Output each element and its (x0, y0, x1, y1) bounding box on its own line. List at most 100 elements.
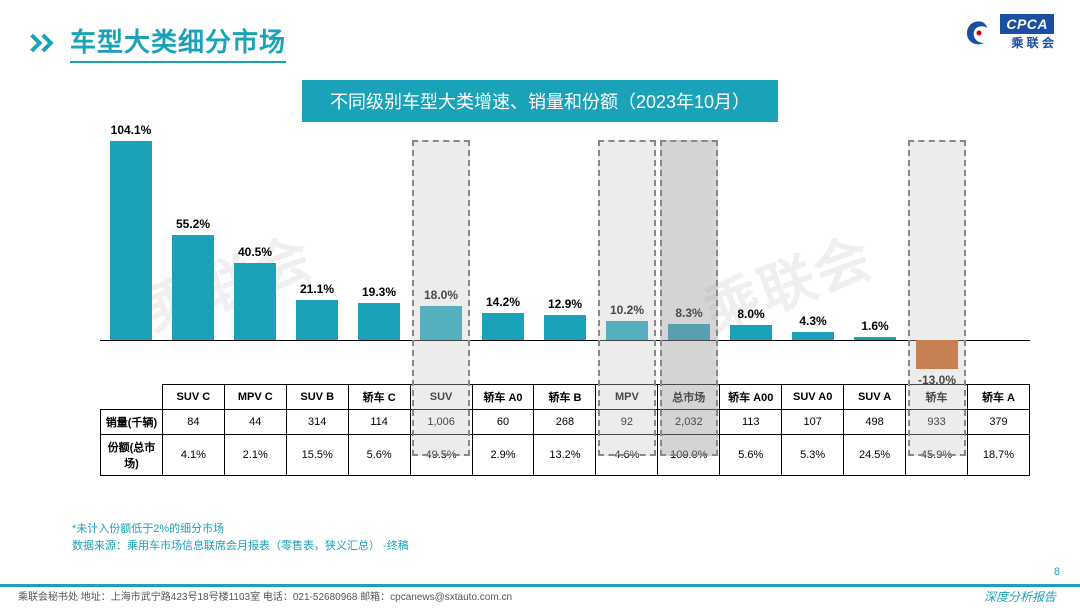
logo-subtext: 乘 联 会 (1011, 34, 1054, 51)
page-title: 车型大类细分市场 (70, 22, 286, 63)
table-cell: 5.3% (782, 435, 844, 476)
table-cell: 2,032 (658, 410, 720, 435)
logo: CPCA 乘 联 会 (962, 14, 1054, 51)
chart-title: 不同级别车型大类增速、销量和份额（2023年10月） (302, 80, 778, 122)
table-col-header: SUV C (162, 385, 224, 410)
table-col-header: SUV A0 (782, 385, 844, 410)
bar (606, 321, 648, 340)
bar-value-label: 10.2% (596, 303, 658, 317)
bar-value-label: 104.1% (100, 123, 162, 137)
bar-column: 1.6% (844, 130, 906, 380)
bar-value-label: 1.6% (844, 319, 906, 333)
bar (234, 263, 276, 340)
table-col-header: SUV (410, 385, 472, 410)
table-col-header: 轿车 (906, 385, 968, 410)
logo-swirl-icon (962, 18, 996, 48)
table-row-header: 销量(千辆) (101, 410, 163, 435)
bar-column: 104.1% (100, 130, 162, 380)
table-col-header: 轿车 B (534, 385, 596, 410)
table-cell: 1,006 (410, 410, 472, 435)
bar-value-label: 4.3% (782, 314, 844, 328)
bar-column: 8.0% (720, 130, 782, 380)
footer-right: 深度分析报告 (984, 588, 1056, 605)
table-row: 销量(千辆)84443141141,00660268922,0321131074… (101, 410, 1030, 435)
bar-chart: 104.1%55.2%40.5% 21.1%19.3%18.0%14.2%12.9… (100, 130, 1030, 380)
bar (792, 332, 834, 340)
footer-divider (0, 584, 1080, 587)
table-cell: 49.5% (410, 435, 472, 476)
table-cell: 100.0% (658, 435, 720, 476)
bar-column: 21.1% (286, 130, 348, 380)
footnote-line: 数据来源：乘用车市场信息联席会月报表（零售表，狭义汇总） -终稿 (72, 538, 409, 556)
table-col-header: SUV B (286, 385, 348, 410)
table-cell: 5.6% (348, 435, 410, 476)
table-cell: 314 (286, 410, 348, 435)
bar (854, 337, 896, 340)
bar (482, 313, 524, 340)
slide-header: 车型大类细分市场 (30, 22, 286, 63)
bar (544, 315, 586, 340)
bar-value-label: 8.3% (658, 306, 720, 320)
footnote-line: *未计入份额低于2%的细分市场 (72, 521, 409, 539)
table-col-header: 轿车 C (348, 385, 410, 410)
table-cell: 268 (534, 410, 596, 435)
bar-column: 55.2% (162, 130, 224, 380)
slide-page: 乘联会 乘联会 车型大类细分市场 CPCA 乘 联 会 不同级别车型大类增速、销… (0, 0, 1080, 608)
table-cell: 5.6% (720, 435, 782, 476)
footer-text: 乘联会秘书处 地址：上海市武宁路423号18号楼1103室 电话：021-526… (18, 588, 512, 603)
table-cell: 107 (782, 410, 844, 435)
table-cell: 4.1% (162, 435, 224, 476)
footnotes: *未计入份额低于2%的细分市场 数据来源：乘用车市场信息联席会月报表（零售表，狭… (72, 521, 409, 556)
table-col-header: 轿车 A00 (720, 385, 782, 410)
bar (358, 303, 400, 340)
table-cell: 113 (720, 410, 782, 435)
table-cell: 92 (596, 410, 658, 435)
bar-value-label: 18.0% (410, 288, 472, 302)
table-cell: 15.5% (286, 435, 348, 476)
table-cell: 2.9% (472, 435, 534, 476)
bar (730, 325, 772, 340)
bar-column: 12.9% (534, 130, 596, 380)
table-cell: 933 (906, 410, 968, 435)
chevron-icon (30, 31, 62, 55)
bar (110, 141, 152, 340)
bar-column: 40.5% (224, 130, 286, 380)
table-cell: 13.2% (534, 435, 596, 476)
table-col-header: 总市场 (658, 385, 720, 410)
table-col-header: MPV C (224, 385, 286, 410)
table-row-header: 份额(总市场) (101, 435, 163, 476)
table-cell: 24.5% (844, 435, 906, 476)
data-table: SUV CMPV CSUV B轿车 CSUV轿车 A0轿车 BMPV总市场轿车 … (100, 384, 1030, 476)
table-cell: 45.9% (906, 435, 968, 476)
table-col-header: 轿车 A0 (472, 385, 534, 410)
bar (420, 306, 462, 340)
bar-column: 14.2% (472, 130, 534, 380)
page-number: 8 (1054, 566, 1060, 578)
bar-column: 18.0% (410, 130, 472, 380)
table-cell: 2.1% (224, 435, 286, 476)
table-header-row: SUV CMPV CSUV B轿车 CSUV轿车 A0轿车 BMPV总市场轿车 … (101, 385, 1030, 410)
bar-value-label: 40.5% (224, 245, 286, 259)
table-cell: 379 (967, 410, 1029, 435)
bar-column: 4.3% (782, 130, 844, 380)
bar (172, 235, 214, 340)
table-cell: 114 (348, 410, 410, 435)
bar-column: 10.2% (596, 130, 658, 380)
table-col-header: SUV A (844, 385, 906, 410)
table-cell: 4.6% (596, 435, 658, 476)
bar-column: 8.3% (658, 130, 720, 380)
logo-text: CPCA (1000, 14, 1054, 34)
table-cell: 18.7% (967, 435, 1029, 476)
bar (296, 300, 338, 340)
bar-value-label: 19.3% (348, 285, 410, 299)
bar-value-label: 14.2% (472, 295, 534, 309)
bar (668, 324, 710, 340)
bar-column: 19.3% (348, 130, 410, 380)
bar-value-label: 55.2% (162, 217, 224, 231)
table-cell: 498 (844, 410, 906, 435)
table-col-header: MPV (596, 385, 658, 410)
bar-value-label: 8.0% (720, 307, 782, 321)
bar-value-label: 21.1% (286, 282, 348, 296)
bar (916, 340, 958, 369)
table-col-header: 轿车 A (967, 385, 1029, 410)
